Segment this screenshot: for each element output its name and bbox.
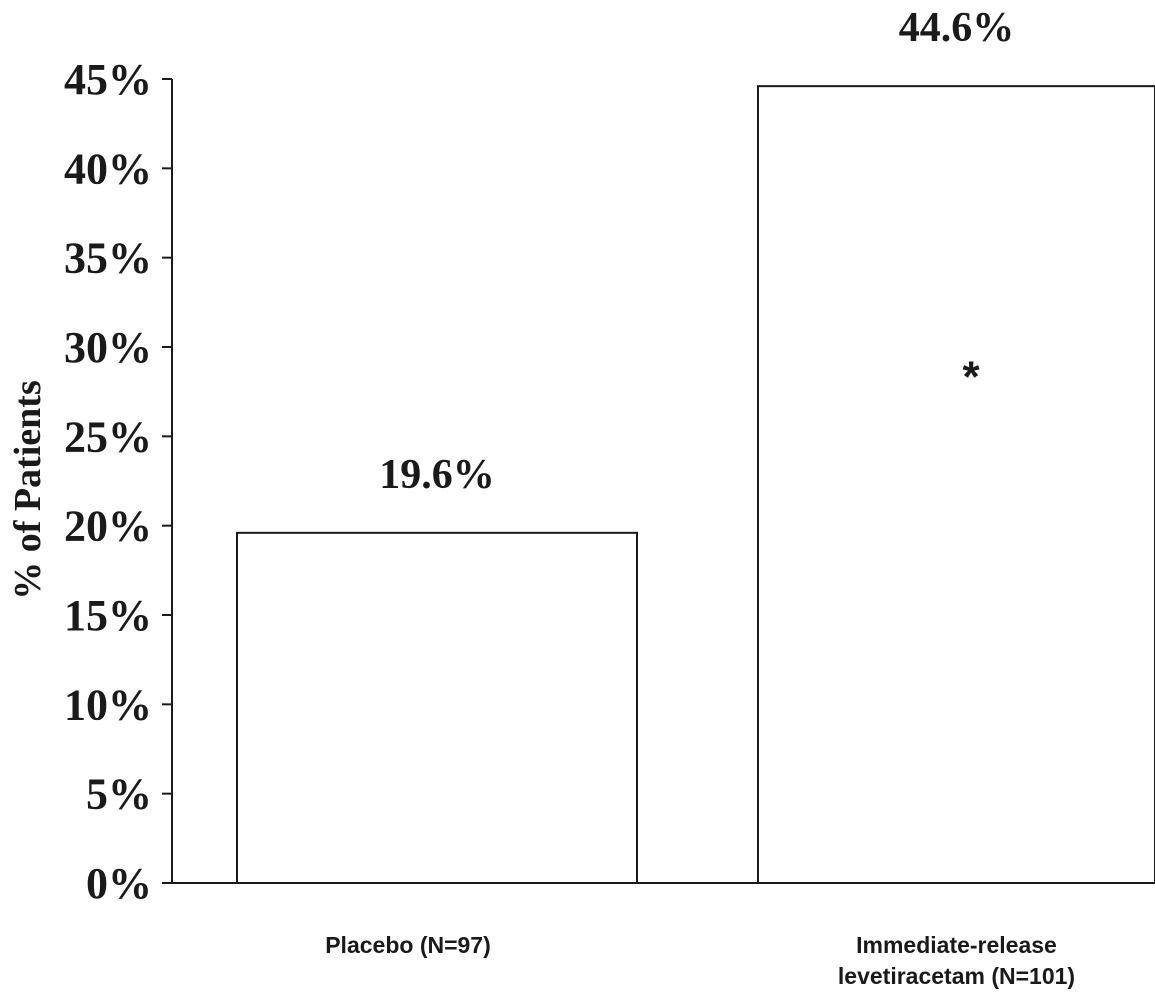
y-tick-label: 40%: [64, 144, 152, 193]
y-tick-label: 25%: [64, 412, 152, 461]
y-tick-label: 35%: [64, 234, 152, 283]
category-label: Immediate-release: [856, 932, 1057, 958]
bars-layer: [236, 85, 1155, 885]
category-label: levetiracetam (N=101): [838, 963, 1075, 989]
bar-value-label: 19.6%: [379, 452, 495, 498]
y-tick-label: 45%: [64, 55, 152, 104]
bar-value-label: 44.6%: [899, 5, 1015, 51]
bar: [236, 531, 638, 885]
y-tick-label: 30%: [64, 323, 152, 372]
significance-marker: *: [962, 353, 980, 402]
y-tick-label: 20%: [64, 502, 152, 551]
y-tick-label: 0%: [86, 859, 152, 908]
category-label: Placebo (N=97): [325, 932, 491, 958]
y-tick-label: 15%: [64, 591, 152, 640]
y-axis: 0% 5% 10% 15% 20% 25% 30% 35% 40% 45%: [64, 55, 1155, 908]
labels-layer: 19.6% Placebo (N=97) 44.6% * Immediate-relea…: [325, 5, 1075, 989]
y-tick-label: 5%: [86, 770, 152, 819]
bar: [757, 85, 1155, 884]
y-axis-label: % of Patients: [7, 380, 49, 600]
y-tick-label: 10%: [64, 680, 152, 729]
